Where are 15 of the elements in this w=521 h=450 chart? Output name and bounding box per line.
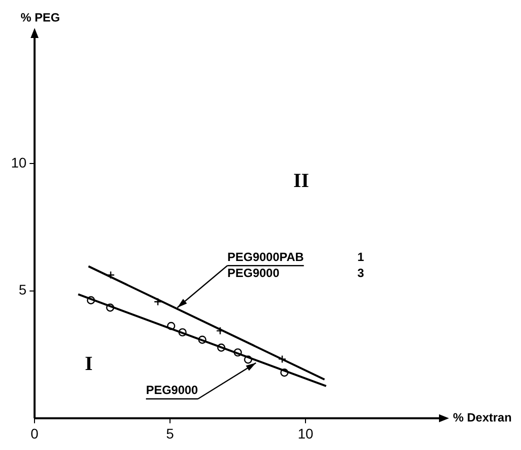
x-tick-label: 10 (298, 425, 314, 442)
x-tick-label: 5 (166, 425, 174, 442)
annotation: 3 (357, 266, 364, 280)
x-tick-label: 0 (30, 425, 39, 442)
annotation: I (84, 352, 93, 375)
point (278, 354, 286, 364)
x-axis-title: % Dextran (453, 410, 512, 425)
annotation: PEG9000 (146, 383, 198, 398)
point (106, 270, 115, 280)
y-axis-title: % PEG (20, 10, 60, 24)
annotation: 1 (357, 250, 364, 264)
point (154, 298, 162, 306)
annotation: II (293, 170, 310, 192)
annotation: PEG9000 (227, 266, 280, 280)
annotation: PEG9000PAB (227, 250, 304, 264)
